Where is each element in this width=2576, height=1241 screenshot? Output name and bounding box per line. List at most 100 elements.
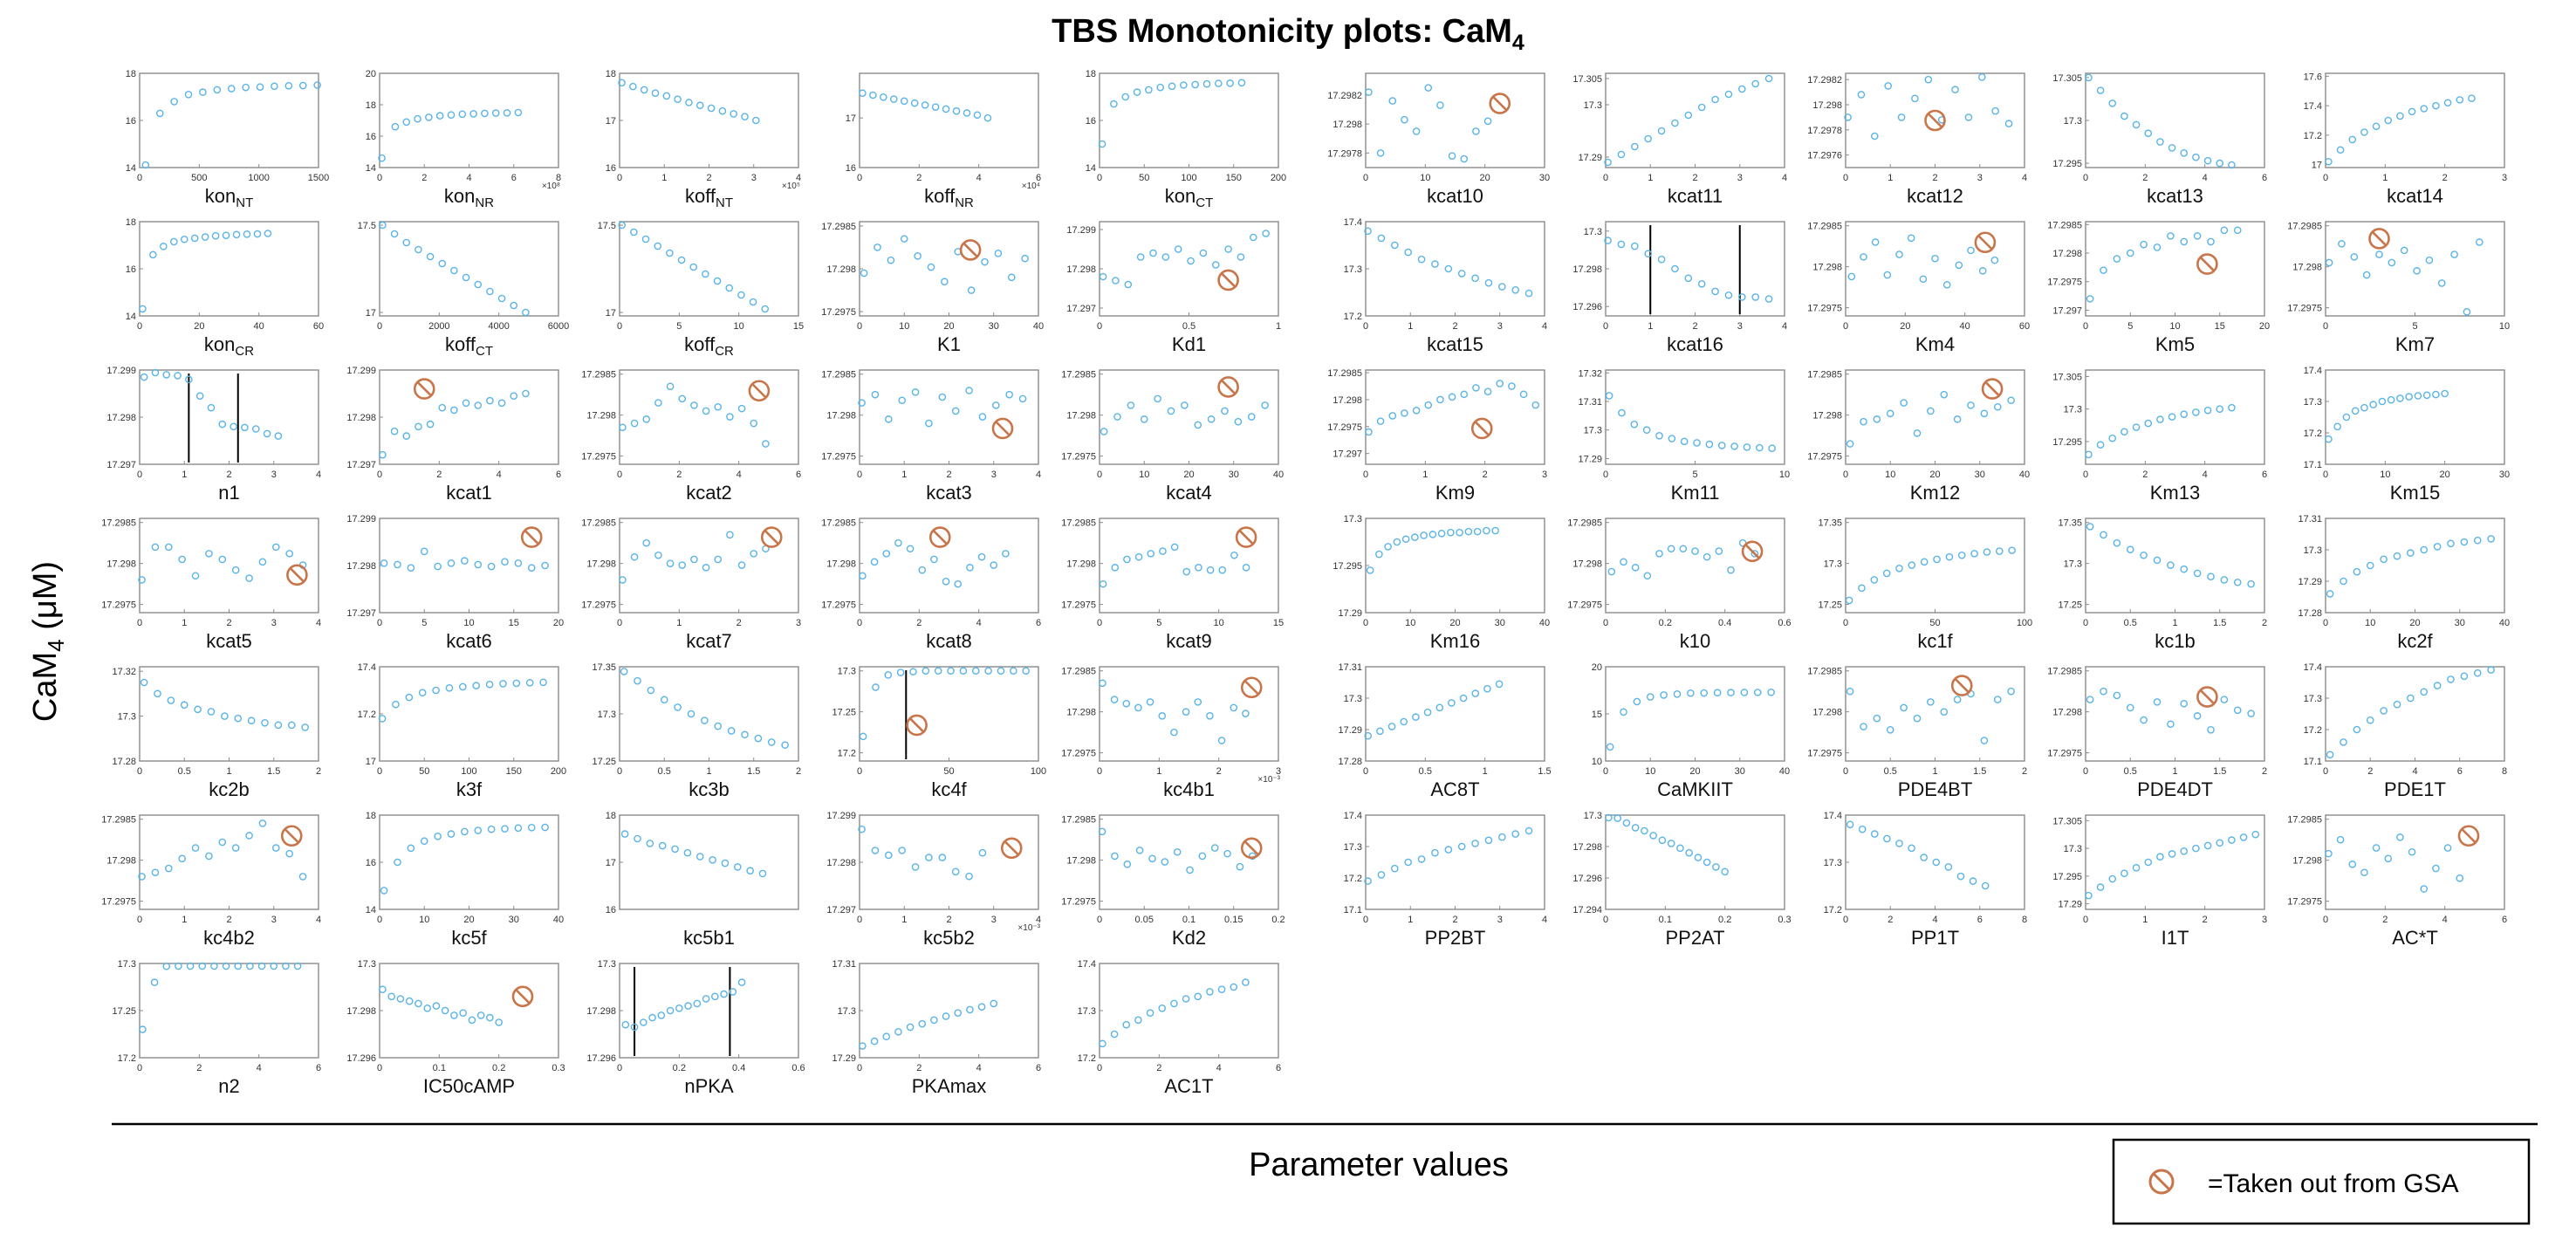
y-tick-label: 17.2975 [101, 600, 136, 611]
data-point [666, 559, 675, 567]
data-point [702, 995, 710, 1003]
y-tick-label: 18 [126, 217, 136, 228]
data-point [474, 280, 483, 289]
y-tick-label: 17.3 [1344, 842, 1362, 853]
y-tick-label: 16 [126, 264, 136, 275]
y-tick-label: 17.29 [832, 1053, 856, 1064]
data-point [211, 231, 220, 240]
data-point [1617, 150, 1626, 159]
data-point [1919, 275, 1928, 284]
data-point [2433, 682, 2442, 689]
data-point [1764, 295, 1773, 303]
data-point [1198, 852, 1207, 860]
data-point [1009, 667, 1017, 675]
data-point [256, 83, 264, 91]
panel-title-main: k3f [456, 778, 483, 800]
panel-title-subscript: CR [235, 344, 254, 359]
data-point [1112, 277, 1120, 285]
plot-area [619, 666, 799, 762]
data-point [541, 823, 549, 832]
y-tick-label: 14 [126, 312, 136, 322]
data-point [911, 388, 920, 396]
x-tick-label: 1 [901, 470, 907, 480]
y-tick-label: 17.2 [118, 1053, 136, 1064]
x-tick-label: 0 [137, 321, 142, 332]
plot-area [1365, 369, 1545, 465]
y-tick-label: 17.31 [832, 959, 856, 970]
x-tick-label: 0 [1603, 321, 1608, 332]
data-point [1907, 234, 1915, 243]
data-point [2384, 854, 2393, 863]
data-point [1727, 689, 1735, 696]
data-point [1133, 88, 1141, 96]
x-tick-label: 1 [2172, 766, 2177, 777]
y-tick-label: 17.2 [1078, 1053, 1096, 1064]
data-point [2422, 391, 2431, 400]
x-tick-label: 0.5 [178, 766, 191, 777]
y-tick-label: 17.2985 [2287, 222, 2322, 232]
data-point [1391, 864, 1399, 873]
data-point [2180, 410, 2189, 418]
data-point [1147, 550, 1155, 558]
plot-area [1605, 666, 1785, 762]
x-tick-label: 4 [497, 470, 502, 480]
prohibited-icon [959, 239, 982, 261]
y-axis-label: CaM4 (μM) [27, 561, 69, 722]
panel-title: PDE4DT [2137, 778, 2213, 800]
y-tick-label: 17.3 [598, 959, 616, 970]
panel-title: AC1T [1164, 1075, 1213, 1097]
data-point [894, 538, 902, 547]
data-point [2353, 567, 2361, 576]
data-point [1224, 245, 1232, 253]
data-point [721, 859, 730, 867]
y-tick-label: 17.2985 [581, 370, 616, 381]
data-point [1697, 103, 1706, 112]
prohibited-icon [906, 714, 928, 737]
data-point [450, 1011, 458, 1019]
data-point [1365, 88, 1373, 96]
data-point [1495, 680, 1504, 689]
panel-title: koffCR [684, 333, 734, 359]
x-tick-label: 2 [226, 915, 231, 925]
y-tick-label: 17.29 [1578, 153, 1602, 163]
data-point [954, 579, 963, 588]
prohibited-icon [1924, 109, 1946, 132]
data-point [1134, 552, 1143, 561]
data-point [885, 851, 893, 860]
data-point [1945, 552, 1954, 561]
data-point [1687, 689, 1695, 697]
data-point [1483, 117, 1492, 126]
panel-title-main: kcat10 [1427, 185, 1483, 207]
x-tick-label: 15 [1273, 618, 1284, 628]
data-point [191, 844, 200, 852]
data-point [1700, 689, 1709, 697]
y-tick-label: 20 [1592, 662, 1602, 673]
panel-title-main: kcat4 [1166, 482, 1212, 504]
panel-title-main: kc5b2 [923, 927, 975, 949]
data-point [1364, 877, 1372, 885]
data-point [906, 545, 915, 553]
data-point [1730, 442, 1738, 450]
svg-text:CaM4 (μM): CaM4 (μM) [27, 561, 69, 722]
data-point [973, 111, 982, 120]
x-tick-label: 1 [1648, 321, 1653, 332]
data-point [222, 231, 230, 239]
data-point [1161, 253, 1170, 261]
x-tick-label: 0 [137, 173, 142, 183]
data-point [869, 91, 877, 99]
x-tick-label: 1.5 [2213, 766, 2226, 777]
panel-title-main: kc1f [1917, 630, 1953, 652]
data-point [2153, 243, 2162, 251]
panel-title-main: kcat9 [1166, 630, 1212, 652]
data-point [1431, 260, 1439, 268]
panel-title-main: K1 [937, 333, 961, 355]
data-point [396, 995, 405, 1003]
data-point [2126, 703, 2134, 712]
y-tick-label: 17.4 [2304, 662, 2322, 673]
x-tick-label: 4 [1216, 1063, 1222, 1073]
